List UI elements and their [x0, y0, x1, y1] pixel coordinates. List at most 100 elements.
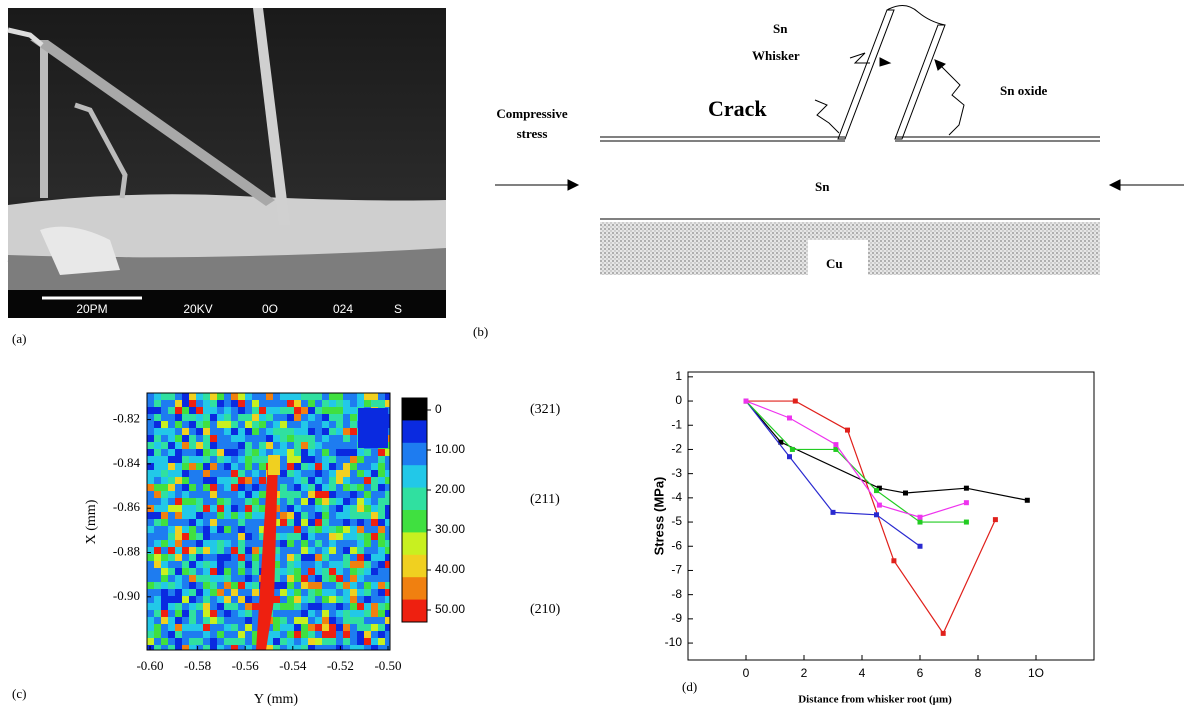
- grain: [182, 512, 192, 520]
- grain: [343, 484, 352, 493]
- grain: [203, 645, 213, 650]
- grain: [343, 519, 356, 528]
- grain: [238, 414, 251, 422]
- grain: [182, 631, 193, 640]
- grain: [154, 498, 165, 506]
- grain: [203, 582, 216, 591]
- grain: [287, 442, 296, 451]
- grain: [378, 610, 390, 620]
- grain: [175, 554, 183, 563]
- grain: [245, 421, 257, 430]
- grain: [175, 435, 184, 445]
- grain: [301, 596, 311, 607]
- grain: [252, 610, 262, 619]
- grain: [203, 442, 216, 450]
- grain: [147, 393, 155, 404]
- grain: [364, 498, 376, 506]
- grain: [371, 540, 380, 551]
- annotation: (321): [530, 402, 561, 417]
- grain: [315, 540, 326, 550]
- grain: [224, 435, 237, 443]
- grain: [308, 407, 321, 416]
- grain: [378, 582, 386, 593]
- y-tick-label: -5: [671, 514, 682, 528]
- grain: [266, 631, 275, 639]
- grain: [210, 596, 218, 607]
- grain: [364, 484, 373, 493]
- grain: [217, 547, 225, 557]
- grain: [217, 561, 226, 570]
- grain: [252, 582, 260, 590]
- grain: [168, 589, 176, 598]
- grain: [315, 435, 325, 443]
- grain: [378, 477, 389, 487]
- grain: [182, 624, 193, 634]
- grain: [322, 484, 330, 495]
- grain: [336, 505, 347, 515]
- grain: [196, 435, 204, 444]
- data-point: [874, 512, 879, 518]
- grain: [343, 631, 356, 640]
- grain: [161, 456, 170, 465]
- grain: [147, 463, 160, 473]
- grain: [245, 400, 258, 411]
- grain: [245, 414, 255, 425]
- grain: [343, 638, 351, 648]
- grain: [217, 484, 230, 495]
- grain: [273, 470, 285, 481]
- grain: [322, 540, 335, 548]
- grain: [280, 624, 292, 632]
- grain: [210, 505, 222, 514]
- grain: [182, 484, 190, 493]
- grain: [182, 596, 191, 605]
- grain: [343, 428, 354, 439]
- grain: [273, 540, 284, 549]
- grain: [175, 414, 183, 424]
- grain: [273, 533, 281, 543]
- grain: [287, 561, 298, 571]
- grain: [385, 610, 390, 618]
- grain: [287, 456, 297, 464]
- grain: [238, 456, 246, 464]
- grain: [378, 575, 389, 585]
- grain: [350, 491, 362, 500]
- y-tick-label: 0: [675, 393, 682, 407]
- grain: [385, 498, 390, 507]
- grain: [189, 603, 199, 613]
- grain: [196, 610, 209, 618]
- colorbar-swatch: [402, 420, 427, 444]
- grain: [147, 421, 157, 430]
- grain: [231, 435, 243, 444]
- grain: [224, 631, 232, 640]
- grain: [301, 533, 310, 541]
- grain: [154, 568, 163, 578]
- grain: [259, 428, 271, 438]
- grain: [315, 400, 328, 409]
- grain: [203, 414, 215, 424]
- grain: [350, 428, 360, 439]
- grain: [189, 393, 201, 402]
- grain: [210, 582, 221, 592]
- grain: [196, 498, 206, 506]
- grain: [189, 519, 199, 529]
- grain: [364, 449, 372, 460]
- grain: [273, 414, 286, 425]
- grain: [287, 428, 300, 438]
- grain: [189, 449, 197, 458]
- grain: [329, 470, 339, 480]
- plot-frame: [687, 371, 1095, 661]
- grain: [189, 540, 202, 550]
- grain: [161, 407, 172, 418]
- grain: [231, 568, 244, 576]
- grain: [287, 589, 297, 597]
- grain: [336, 561, 346, 569]
- grain: [252, 400, 261, 410]
- grain: [357, 645, 367, 650]
- grain: [238, 526, 250, 534]
- grain: [343, 449, 352, 459]
- grain: [182, 498, 195, 507]
- grain: [329, 491, 341, 501]
- colorbar-label: 10.00: [435, 442, 465, 456]
- grain: [371, 491, 383, 502]
- grain: [203, 428, 212, 439]
